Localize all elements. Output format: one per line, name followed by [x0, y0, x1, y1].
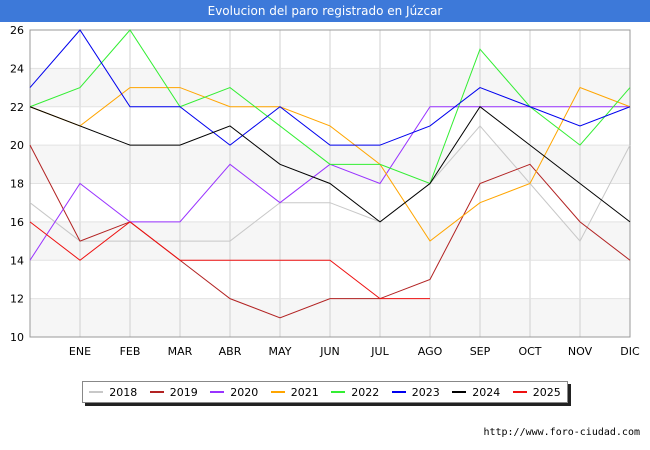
legend-swatch: [452, 391, 467, 393]
legend-swatch: [149, 391, 164, 393]
x-tick-label: AGO: [418, 345, 443, 358]
legend-swatch: [210, 391, 225, 393]
legend-label: 2023: [411, 385, 440, 399]
x-tick-label: OCT: [518, 345, 541, 358]
series-line-2021: [29, 86, 631, 242]
x-tick-label: MAR: [168, 345, 193, 358]
x-tick-label: DIC: [620, 345, 640, 358]
y-tick-label: 20: [10, 139, 24, 152]
legend-item-2024: 2024: [452, 386, 500, 399]
legend-swatch: [331, 391, 346, 393]
y-tick-label: 18: [10, 178, 24, 191]
legend-label: 2022: [351, 385, 380, 399]
legend-item-2020: 2020: [210, 386, 258, 399]
series-line-2025: [29, 221, 430, 300]
legend-label: 2025: [532, 385, 561, 399]
x-tick-label: JUN: [319, 345, 340, 358]
x-tick-label: NOV: [568, 345, 593, 358]
legend-label: 2024: [472, 385, 501, 399]
legend-label: 2018: [109, 385, 138, 399]
legend-item-2021: 2021: [270, 385, 319, 399]
chart-title: Evolucion del paro registrado en Júzcar: [0, 0, 650, 22]
legend-item-2025: 2025: [512, 385, 561, 399]
x-tick-label: MAY: [269, 345, 292, 358]
x-tick-label: FEB: [120, 345, 141, 358]
legend-label: 2020: [230, 385, 259, 399]
chart-legend: 2018 2019 2020 2021 2022 2023 2024 2025: [82, 381, 568, 403]
x-tick-label: ENE: [69, 345, 91, 358]
y-tick-label: 24: [10, 62, 24, 75]
legend-label: 2019: [169, 385, 198, 399]
legend-swatch: [89, 391, 104, 393]
legend-item-2018: 2018: [89, 386, 137, 399]
legend-swatch: [270, 391, 285, 393]
y-tick-label: 14: [10, 254, 24, 267]
series-line-2023: [29, 29, 631, 146]
legend-item-2023: 2023: [391, 385, 440, 399]
x-tick-label: ABR: [219, 345, 242, 358]
y-tick-label: 22: [10, 101, 24, 114]
y-tick-label: 26: [10, 24, 24, 37]
legend-item-2022: 2022: [331, 386, 379, 399]
x-tick-label: JUL: [370, 345, 389, 358]
plot-border: [29, 29, 631, 338]
legend-label: 2021: [290, 385, 319, 399]
legend-item-2019: 2019: [149, 385, 198, 399]
legend-swatch: [391, 391, 406, 393]
x-tick-label: SEP: [470, 345, 491, 358]
y-tick-label: 10: [10, 331, 24, 344]
y-tick-label: 12: [10, 293, 24, 306]
series-line-2024: [29, 106, 631, 223]
y-tick-label: 16: [10, 216, 24, 229]
legend-swatch: [512, 391, 527, 393]
source-url: http://www.foro-ciudad.com: [483, 427, 640, 438]
